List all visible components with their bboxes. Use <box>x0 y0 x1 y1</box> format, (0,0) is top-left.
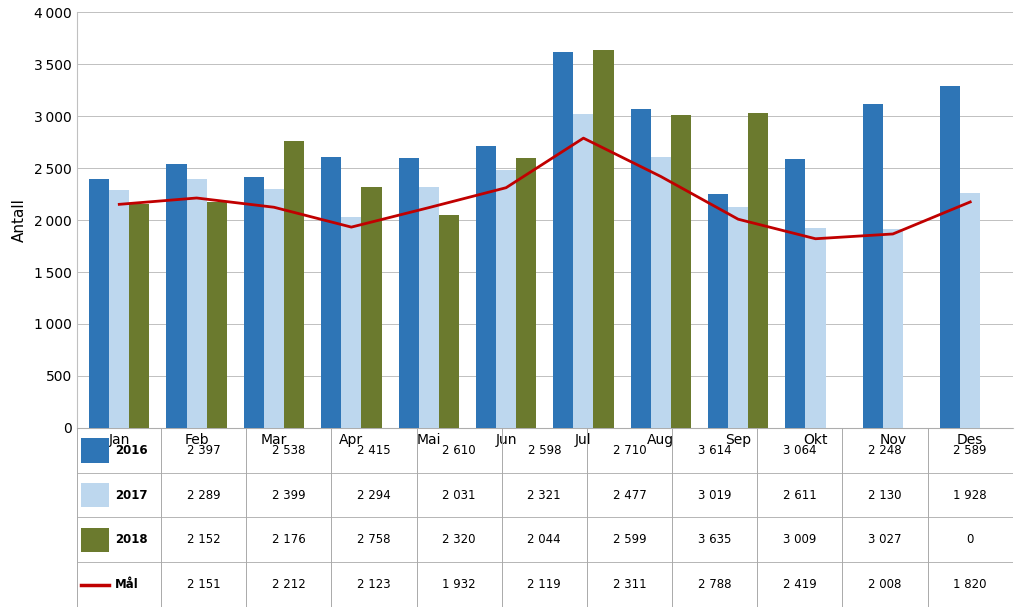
Text: 2 758: 2 758 <box>357 534 391 546</box>
Bar <box>728 206 748 428</box>
Text: 2017: 2017 <box>116 489 147 501</box>
Text: 2 119: 2 119 <box>528 578 562 591</box>
Bar <box>651 157 671 428</box>
Bar <box>439 215 459 428</box>
Bar <box>553 52 573 428</box>
Text: 1 932: 1 932 <box>442 578 476 591</box>
Text: 2 599: 2 599 <box>613 534 647 546</box>
Bar <box>82 483 109 507</box>
Text: 2 294: 2 294 <box>357 489 391 501</box>
Text: 2 044: 2 044 <box>528 534 561 546</box>
Text: 2 589: 2 589 <box>953 444 987 457</box>
Bar <box>418 187 439 428</box>
Text: 2 152: 2 152 <box>187 534 220 546</box>
Y-axis label: Antall: Antall <box>12 198 27 242</box>
Text: 1 928: 1 928 <box>953 489 987 501</box>
Bar <box>399 158 418 428</box>
Text: 2 151: 2 151 <box>187 578 220 591</box>
Bar <box>89 179 109 428</box>
Text: 1 820: 1 820 <box>953 578 987 591</box>
Bar <box>82 438 109 463</box>
Text: 2 130: 2 130 <box>869 489 901 501</box>
Bar <box>805 228 826 428</box>
Bar <box>186 178 207 428</box>
Text: 2 710: 2 710 <box>613 444 647 457</box>
Text: 3 064: 3 064 <box>783 444 816 457</box>
Text: 3 614: 3 614 <box>698 444 731 457</box>
Text: 2016: 2016 <box>116 444 147 457</box>
Text: 2 538: 2 538 <box>272 444 306 457</box>
Bar <box>129 204 149 428</box>
Bar <box>883 229 903 428</box>
Bar <box>109 190 129 428</box>
Text: 2 321: 2 321 <box>528 489 561 501</box>
Bar <box>671 115 691 428</box>
Bar <box>862 104 883 428</box>
Text: 2 212: 2 212 <box>272 578 306 591</box>
Bar <box>786 159 805 428</box>
Text: 2 311: 2 311 <box>613 578 647 591</box>
Text: 3 635: 3 635 <box>698 534 731 546</box>
Text: 2 397: 2 397 <box>187 444 220 457</box>
Text: 2 289: 2 289 <box>187 489 220 501</box>
Bar <box>708 194 728 428</box>
Bar <box>264 189 284 428</box>
Text: 0: 0 <box>967 534 974 546</box>
Bar <box>284 141 304 428</box>
Bar <box>961 192 980 428</box>
Text: Mål: Mål <box>116 578 139 591</box>
Bar <box>940 86 961 428</box>
Text: 2 031: 2 031 <box>442 489 476 501</box>
Bar <box>517 158 536 428</box>
Bar <box>630 109 651 428</box>
Text: 2 248: 2 248 <box>869 444 902 457</box>
Bar <box>476 146 496 428</box>
Bar <box>321 157 342 428</box>
Text: 2 788: 2 788 <box>698 578 731 591</box>
Bar <box>361 187 382 428</box>
Bar <box>243 177 264 428</box>
Bar <box>573 114 593 428</box>
Text: 3 027: 3 027 <box>869 534 901 546</box>
Text: 2 008: 2 008 <box>869 578 901 591</box>
Text: 2 610: 2 610 <box>442 444 476 457</box>
Text: 2 598: 2 598 <box>528 444 561 457</box>
Text: 2 611: 2 611 <box>783 489 816 501</box>
Bar <box>496 171 517 428</box>
Text: 2 415: 2 415 <box>357 444 391 457</box>
Bar <box>207 202 227 428</box>
Text: 2 176: 2 176 <box>272 534 306 546</box>
Bar <box>167 164 186 428</box>
Text: 3 009: 3 009 <box>784 534 816 546</box>
Text: 2 419: 2 419 <box>783 578 816 591</box>
Text: 2 123: 2 123 <box>357 578 391 591</box>
Bar <box>82 527 109 552</box>
Text: 2018: 2018 <box>116 534 147 546</box>
Text: 2 477: 2 477 <box>613 489 647 501</box>
Text: 2 320: 2 320 <box>442 534 476 546</box>
Bar <box>342 217 361 428</box>
Text: 3 019: 3 019 <box>698 489 731 501</box>
Bar <box>748 114 768 428</box>
Text: 2 399: 2 399 <box>272 489 306 501</box>
Bar <box>593 50 614 428</box>
